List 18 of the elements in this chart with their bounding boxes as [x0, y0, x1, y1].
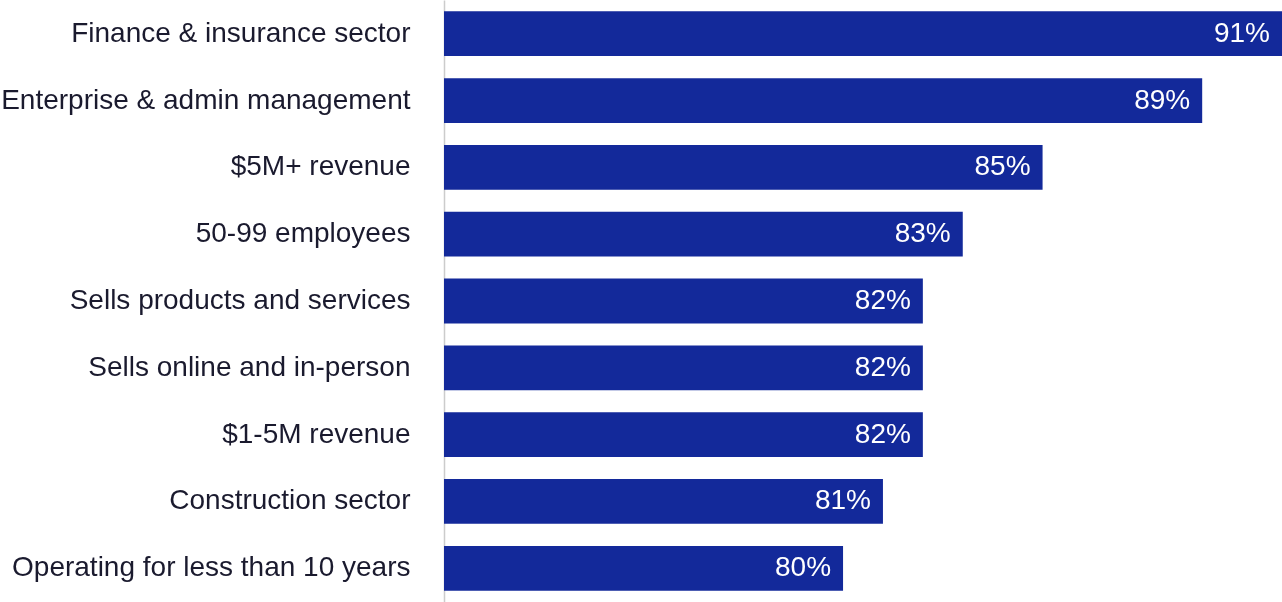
data-label: 81%: [814, 484, 871, 516]
y-tick-label: Operating for less than 10 years: [12, 551, 411, 583]
data-label: 89%: [1134, 83, 1191, 115]
data-label: 82%: [854, 284, 911, 315]
y-tick-label: 50-99 employees: [195, 217, 411, 249]
data-label: 80%: [775, 551, 832, 583]
y-tick-label: Sells products and services: [69, 284, 411, 315]
data-label: 82%: [854, 350, 911, 382]
data-label: 83%: [894, 217, 951, 249]
data-label: 82%: [854, 417, 911, 449]
y-tick-label: Construction sector: [169, 484, 411, 516]
data-label: 85%: [974, 150, 1031, 182]
data-label: 91%: [1213, 16, 1270, 48]
y-tick-label: $1-5M revenue: [222, 417, 411, 449]
y-tick-label: Sells online and in-person: [88, 350, 411, 382]
y-tick-label: $5M+ revenue: [230, 150, 411, 182]
y-tick-label: Enterprise & admin management: [1, 83, 411, 115]
y-tick-label: Finance & insurance sector: [71, 16, 411, 48]
